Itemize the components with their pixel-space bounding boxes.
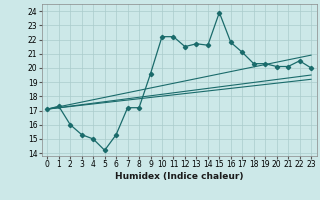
X-axis label: Humidex (Indice chaleur): Humidex (Indice chaleur) [115, 172, 244, 181]
